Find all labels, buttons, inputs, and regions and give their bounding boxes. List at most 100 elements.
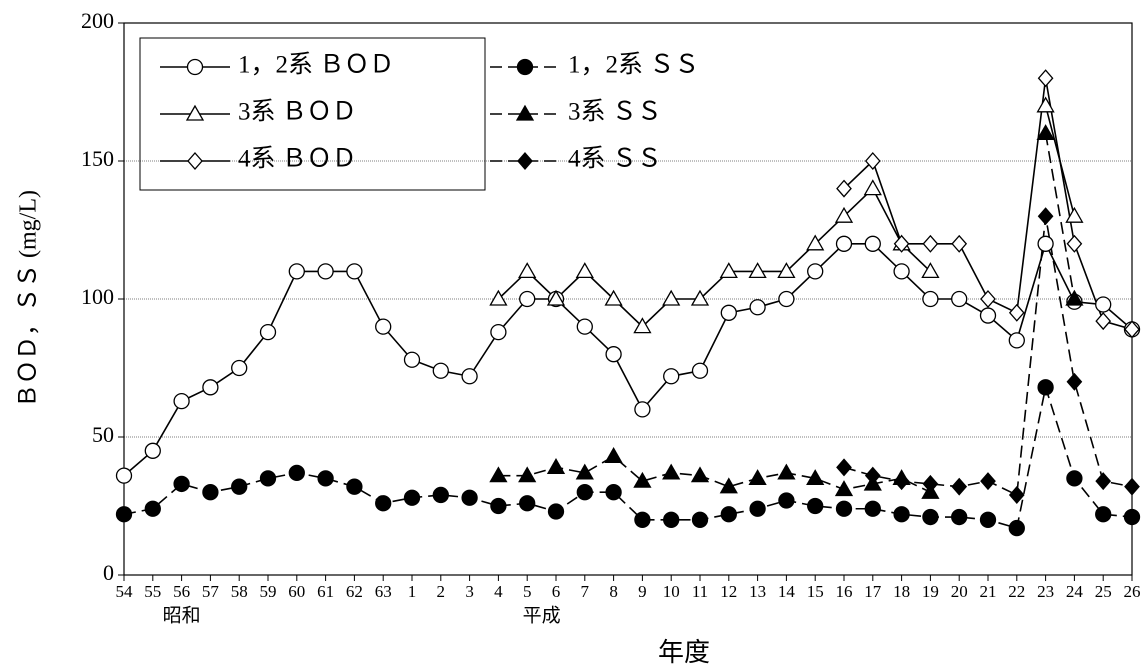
marker bbox=[834, 480, 854, 497]
marker bbox=[778, 492, 795, 509]
marker bbox=[1036, 124, 1055, 141]
marker bbox=[144, 442, 161, 459]
marker bbox=[922, 234, 939, 253]
marker bbox=[634, 511, 651, 528]
marker bbox=[173, 475, 190, 493]
marker bbox=[922, 508, 939, 526]
x-tick-label: 22 bbox=[1008, 582, 1025, 601]
x-tick-label: 15 bbox=[807, 582, 824, 601]
series-line bbox=[123, 241, 1133, 477]
legend-label: 1，2系 ＳＳ bbox=[568, 51, 699, 79]
x-tick-label: 8 bbox=[609, 582, 618, 601]
marker bbox=[546, 458, 566, 475]
marker bbox=[836, 458, 852, 477]
marker bbox=[186, 58, 204, 76]
marker bbox=[375, 318, 392, 335]
marker bbox=[807, 263, 824, 280]
marker bbox=[576, 318, 593, 335]
marker bbox=[346, 263, 363, 280]
marker bbox=[1008, 332, 1025, 349]
marker bbox=[1123, 508, 1141, 526]
marker bbox=[893, 234, 910, 253]
marker bbox=[576, 484, 593, 501]
marker bbox=[922, 474, 939, 493]
marker bbox=[806, 234, 825, 251]
marker bbox=[1008, 485, 1025, 504]
marker bbox=[490, 323, 507, 341]
era-label: 昭和 bbox=[163, 604, 201, 626]
y-tick-label: 150 bbox=[81, 146, 114, 171]
marker bbox=[288, 464, 305, 482]
marker bbox=[777, 463, 796, 480]
marker bbox=[231, 478, 248, 495]
marker bbox=[173, 392, 190, 410]
marker bbox=[1065, 289, 1084, 306]
marker bbox=[951, 477, 968, 496]
marker bbox=[864, 152, 881, 170]
marker bbox=[663, 511, 680, 528]
marker bbox=[1036, 96, 1055, 113]
x-tick-label: 26 bbox=[1124, 582, 1141, 601]
x-tick-label: 21 bbox=[980, 582, 997, 601]
x-tick-label: 25 bbox=[1095, 582, 1112, 601]
marker bbox=[720, 506, 737, 523]
legend-label: 4系 ＢＯＤ bbox=[238, 145, 357, 173]
marker bbox=[519, 290, 536, 308]
x-tick-label: 6 bbox=[552, 582, 561, 601]
marker bbox=[922, 290, 939, 308]
marker bbox=[806, 469, 825, 486]
marker bbox=[864, 466, 881, 485]
y-tick-label: 50 bbox=[92, 422, 114, 447]
marker bbox=[489, 289, 508, 306]
marker bbox=[604, 289, 623, 306]
marker bbox=[980, 472, 996, 491]
marker bbox=[518, 262, 537, 279]
marker bbox=[461, 489, 478, 506]
series-line bbox=[498, 133, 1076, 493]
marker bbox=[691, 511, 709, 528]
marker bbox=[1095, 506, 1112, 523]
marker bbox=[1008, 303, 1025, 322]
marker bbox=[187, 152, 203, 170]
y-axis-label: ＢＯＤ，ＳＳ (mg/L) bbox=[16, 190, 42, 408]
x-tick-label: 55 bbox=[144, 582, 161, 601]
x-tick-label: 60 bbox=[288, 582, 305, 601]
marker bbox=[951, 508, 968, 526]
marker bbox=[719, 262, 738, 279]
marker bbox=[346, 478, 363, 495]
marker bbox=[863, 179, 882, 196]
x-tick-label: 24 bbox=[1066, 582, 1084, 601]
marker bbox=[633, 471, 652, 488]
marker bbox=[749, 299, 766, 316]
x-tick-label: 63 bbox=[375, 582, 392, 601]
marker bbox=[893, 263, 910, 280]
marker bbox=[605, 346, 622, 363]
x-tick-label: 58 bbox=[231, 582, 248, 601]
marker bbox=[515, 104, 535, 121]
marker bbox=[259, 470, 277, 487]
x-tick-label: 12 bbox=[720, 582, 737, 601]
legend-label: 3系 ＢＯＤ bbox=[238, 98, 357, 126]
marker bbox=[403, 489, 421, 506]
legend-label: 3系 ＳＳ bbox=[568, 98, 662, 126]
marker bbox=[777, 262, 796, 279]
marker bbox=[259, 323, 277, 341]
marker bbox=[231, 359, 248, 377]
marker bbox=[517, 152, 533, 170]
x-tick-label: 23 bbox=[1037, 582, 1054, 601]
marker bbox=[951, 290, 968, 308]
marker bbox=[144, 500, 161, 517]
x-tick-label: 14 bbox=[778, 582, 796, 601]
marker bbox=[1037, 235, 1054, 252]
marker bbox=[1095, 472, 1112, 491]
y-tick-label: 100 bbox=[81, 284, 114, 309]
marker bbox=[1124, 477, 1140, 496]
marker bbox=[835, 235, 853, 252]
marker bbox=[1066, 372, 1083, 391]
marker bbox=[403, 351, 421, 368]
legend-label: 4系 ＳＳ bbox=[568, 145, 662, 173]
marker bbox=[980, 290, 996, 308]
x-tick-label: 57 bbox=[202, 582, 220, 601]
marker bbox=[604, 447, 623, 463]
x-tick-label: 56 bbox=[173, 582, 190, 601]
